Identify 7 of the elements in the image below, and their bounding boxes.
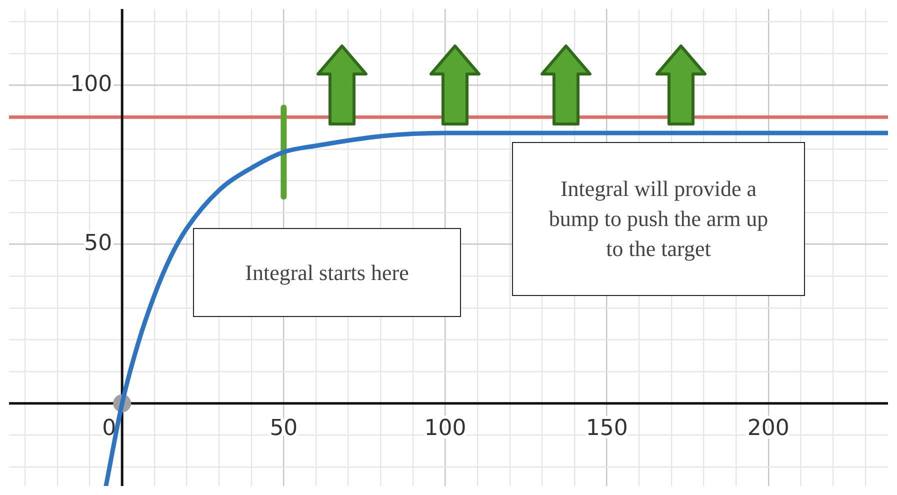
text-box: Integral starts here [193, 228, 461, 317]
x-tick-label: 100 [424, 416, 466, 442]
x-tick-label: 50 [270, 416, 298, 442]
x-tick-label: 200 [747, 416, 790, 442]
text-box: Integral will provide a bump to push the arm up to the target [512, 142, 805, 296]
x-tick-label: 150 [586, 416, 628, 442]
x-tick-label: 0 [102, 416, 116, 442]
